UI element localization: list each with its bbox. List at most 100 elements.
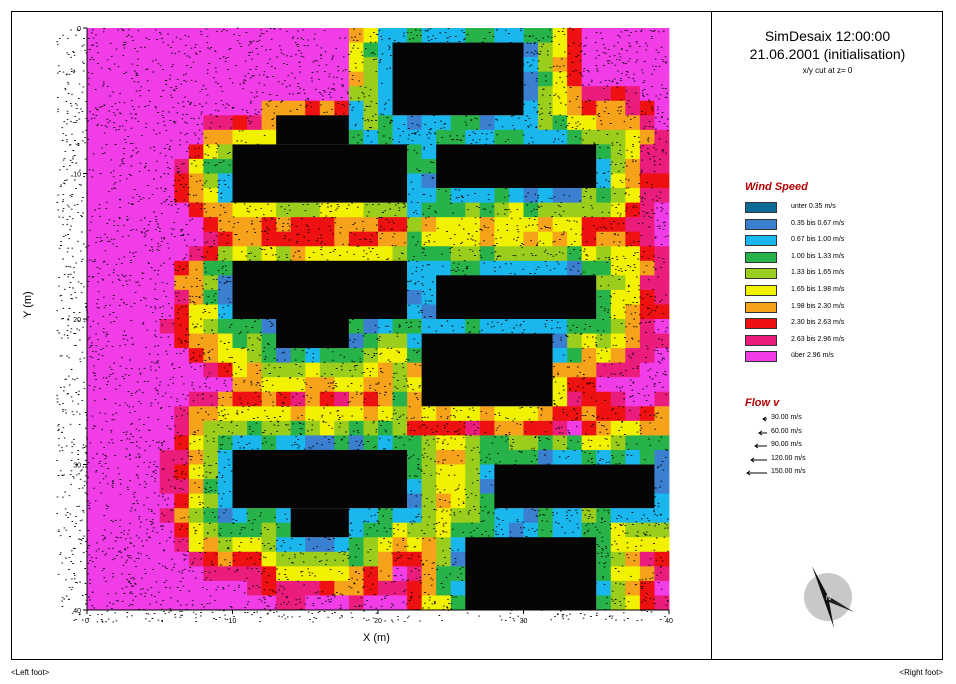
heatmap-cell: [407, 551, 423, 567]
heatmap-cell: [290, 377, 306, 393]
heatmap-cell: [203, 202, 219, 218]
heatmap-cell: [552, 522, 568, 538]
heatmap-cell: [421, 551, 437, 567]
building: [421, 333, 553, 407]
heatmap-cell: [247, 595, 262, 611]
heatmap-cell: [348, 217, 364, 233]
heatmap-cell: [654, 100, 670, 116]
heatmap-cell: [174, 348, 190, 364]
heatmap-cell: [363, 115, 379, 131]
heatmap-cell: [261, 362, 277, 378]
heatmap-cell: [101, 289, 117, 305]
flow-legend-label: 150.00 m/s: [771, 468, 806, 475]
heatmap-cell: [101, 479, 117, 494]
heatmap-cell: [203, 435, 219, 451]
heatmap-cell: [639, 449, 655, 465]
heatmap-cell: [363, 333, 379, 349]
heatmap-cell: [639, 420, 655, 436]
heatmap-cell: [261, 406, 277, 422]
heatmap-cell: [145, 391, 161, 407]
heatmap-cell: [159, 522, 175, 538]
heatmap-cell: [261, 86, 277, 102]
heatmap-cell: [625, 362, 641, 378]
heatmap-cell: [523, 42, 539, 58]
heatmap-cell: [450, 202, 466, 218]
heatmap-cell: [232, 57, 248, 73]
heatmap-cell: [625, 595, 641, 611]
heatmap-cell: [610, 377, 626, 393]
heatmap-cell: [130, 289, 146, 305]
heatmap-cell: [392, 129, 408, 145]
heatmap-cell: [145, 508, 161, 524]
heatmap-cell: [421, 537, 437, 553]
heatmap-cell: [378, 348, 393, 364]
heatmap-cell: [494, 420, 510, 436]
heatmap-cell: [523, 188, 539, 203]
heatmap-cell: [130, 304, 146, 320]
wind-speed-plot: 0 10 20 30 40 0 10 20 30 40: [56, 26, 673, 625]
heatmap-cell: [465, 406, 481, 422]
heatmap-cell: [639, 173, 655, 189]
heatmap-cell: [87, 493, 102, 509]
heatmap-cell: [261, 391, 277, 407]
heatmap-cell: [130, 420, 146, 436]
heatmap-cell: [101, 493, 117, 509]
y-tick-label: 40: [73, 608, 81, 615]
heatmap-cell: [610, 580, 626, 596]
heatmap-cell: [625, 289, 641, 305]
heatmap-cell: [348, 551, 364, 567]
heatmap-cell: [101, 28, 117, 43]
heatmap-cell: [87, 275, 102, 291]
heatmap-cell: [159, 202, 175, 218]
heatmap-cell: [145, 246, 161, 262]
wind-legend-label: 1.33 bis 1.65 m/s: [791, 269, 845, 277]
heatmap-cell: [596, 217, 612, 233]
y-tick-label: 20: [73, 317, 81, 324]
heatmap-cell: [174, 231, 190, 247]
heatmap-cell: [232, 129, 248, 145]
heatmap-cell: [130, 246, 146, 262]
heatmap-cell: [174, 319, 190, 334]
heatmap-cell: [232, 595, 248, 611]
heatmap-cell: [392, 406, 408, 422]
heatmap-cell: [436, 319, 452, 334]
heatmap-cell: [407, 188, 423, 203]
heatmap-cell: [319, 246, 335, 262]
heatmap-cell: [596, 231, 612, 247]
flow-legend-label: 90.00 m/s: [771, 441, 802, 448]
heatmap-cell: [508, 435, 524, 451]
wind-legend-label: 2.30 bis 2.63 m/s: [791, 319, 845, 327]
heatmap-cell: [479, 420, 495, 436]
heatmap-cell: [596, 449, 612, 465]
heatmap-cell: [116, 391, 132, 407]
heatmap-cell: [319, 551, 335, 567]
heatmap-cell: [625, 508, 641, 524]
heatmap-cell: [130, 493, 146, 509]
heatmap-cell: [552, 28, 568, 43]
heatmap-cell: [334, 406, 350, 422]
heatmap-cell: [232, 420, 248, 436]
heatmap-cell: [319, 435, 335, 451]
heatmap-cell: [421, 144, 437, 160]
heatmap-cell: [421, 202, 437, 218]
heatmap-cell: [101, 275, 117, 291]
heatmap-cell: [188, 580, 204, 596]
x-tick-label: 40: [665, 618, 673, 625]
heatmap-cell: [203, 362, 219, 378]
heatmap-cell: [378, 566, 393, 582]
heatmap-cell: [116, 595, 132, 611]
heatmap-cell: [581, 188, 597, 203]
flow-arrow-icon: [762, 416, 767, 422]
heatmap-cell: [203, 42, 219, 58]
heatmap-cell: [203, 537, 219, 553]
heatmap-cell: [392, 508, 408, 524]
heatmap-cell: [639, 333, 655, 349]
heatmap-cell: [116, 508, 132, 524]
heatmap-cell: [276, 231, 292, 247]
heatmap-cell: [101, 42, 117, 58]
heatmap-cell: [188, 202, 204, 218]
heatmap-cell: [188, 275, 204, 291]
heatmap-cell: [654, 391, 670, 407]
heatmap-cell: [203, 391, 219, 407]
heatmap-cell: [494, 231, 510, 247]
